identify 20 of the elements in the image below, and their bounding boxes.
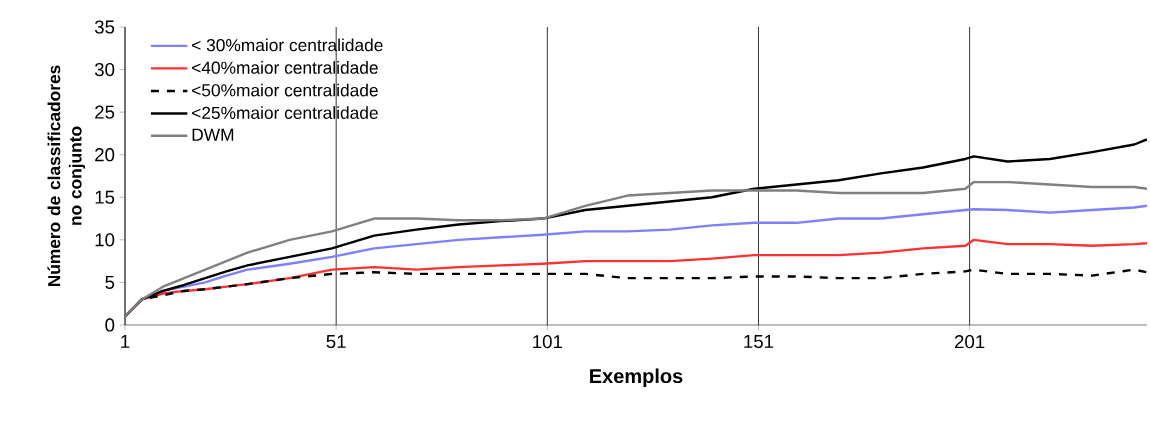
y-tick-label: 0 [105, 318, 115, 332]
x-tick-label: 51 [326, 335, 346, 349]
y-tick-label: 10 [95, 233, 115, 247]
y-axis-title: Número de classificadores no conjunto [47, 65, 86, 287]
y-tick-label: 25 [95, 105, 115, 119]
x-tick-label: 151 [744, 335, 774, 349]
y-tick-label: 35 [94, 20, 115, 34]
legend-label: DWM [192, 128, 234, 141]
legend-label: < 30%maior centralidade [192, 38, 383, 52]
y-tick-label: 20 [95, 148, 115, 162]
x-tick-label: 1 [121, 335, 130, 348]
y-tick-label: 30 [94, 62, 115, 77]
x-tick-label: 101 [533, 335, 562, 349]
legend-label: <50%maior centralidade [192, 83, 378, 97]
legend-label: <25%maior centralidade [192, 106, 378, 119]
legend-label: <40%maior centralidade [192, 61, 378, 74]
x-tick-label: 201 [954, 335, 985, 349]
y-tick-label: 5 [105, 275, 115, 289]
x-axis-title: Exemplos [590, 368, 683, 388]
y-tick-label: 15 [95, 190, 115, 204]
